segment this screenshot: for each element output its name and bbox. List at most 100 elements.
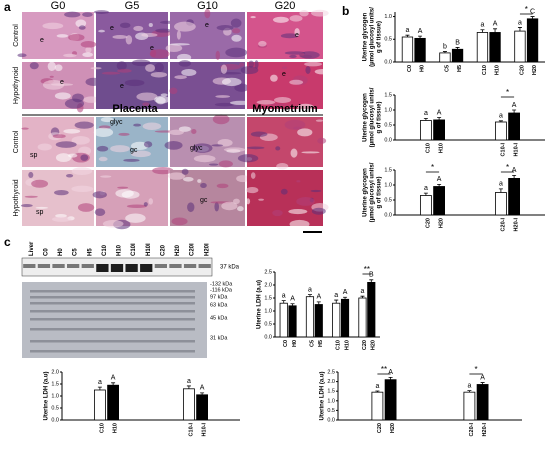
blot-band [67,264,80,268]
tissue-texture [223,147,246,152]
tissue-texture [280,33,299,39]
tissue-texture [299,51,320,59]
error-bar [369,279,374,283]
tissue-texture [98,29,105,33]
group-letter: A [437,109,442,116]
error-bar [437,184,442,187]
x-tick-label: C10 [425,143,431,153]
tissue-texture [221,201,238,211]
tissue-texture [82,12,93,17]
tissue-texture [238,62,245,67]
y-tick-label: 0.5 [327,408,335,414]
tissue-label: glyc [110,119,123,126]
error-bar [455,47,460,50]
tissue-texture [317,137,327,144]
tissue-label: sp [36,209,44,216]
tissue-texture [110,145,130,153]
error-bar [200,392,205,395]
error-bar [316,301,321,305]
bar [508,177,521,216]
y-axis-label: g of tissue) [377,176,383,208]
error-bar [186,385,191,389]
tissue-texture [289,54,297,58]
group-letter: A [437,176,442,183]
tissue-texture [290,148,298,158]
bar [371,391,384,421]
tissue-texture [246,146,265,150]
tissue-texture [314,68,331,75]
y-tick-label: 0.0 [51,417,59,423]
tissue-texture [85,46,92,54]
bar [182,388,195,421]
tissue-texture [115,189,134,198]
tissue-texture [254,60,259,69]
tissue-texture [35,206,49,209]
error-bar [423,118,428,121]
tissue-texture [181,168,189,175]
tissue-label: e [120,83,124,90]
gel-band [30,318,195,321]
y-tick-label: 1.5 [264,295,272,301]
tissue-texture [187,202,195,213]
tissue-texture [119,22,131,29]
x-tick-label: H10 [113,423,119,433]
error-bar [307,294,312,297]
blot-band [37,264,51,268]
tissue-texture [299,10,309,17]
tissue-texture [55,141,77,148]
panel-label: c [4,235,11,249]
bar [94,389,106,421]
tissue-texture [77,203,95,212]
bar [107,384,119,421]
lane-label: H20 [175,244,181,256]
tissue-texture [304,61,322,67]
group-letter: a [480,22,484,29]
y-axis-label: Uterine glycogen [363,12,369,61]
bar [419,195,432,216]
tissue-texture [315,119,324,122]
error-bar [467,390,472,393]
tissue-texture [125,35,133,45]
section-label: Myometrium [252,103,318,115]
tissue-texture [220,64,228,75]
error-bar [530,16,535,19]
x-tick-label: H5 [318,340,324,347]
y-tick-label: 1.5 [384,167,392,173]
tissue-texture [150,71,168,78]
tissue-label: e [295,32,299,39]
ladder-label: 97 kDa [210,294,228,300]
tissue-label: glyc [190,145,203,152]
tissue-texture [71,136,90,145]
x-tick-label: C10-I [500,143,506,157]
tissue-texture [78,25,86,30]
tissue-texture [117,186,129,189]
tissue-texture [125,213,146,223]
gel-band [30,340,195,343]
ladder-label: 63 kDa [210,302,228,308]
tissue-texture [42,22,64,30]
tissue-texture [215,95,231,98]
tissue-texture [80,41,97,48]
y-axis-label: (µmol glucosyl units/ [370,7,376,67]
x-tick-label: C5 [309,340,315,347]
gel-band [30,350,195,353]
tissue-texture [276,163,289,170]
tissue-texture [102,219,124,228]
tissue-texture [165,44,183,53]
bar [439,52,451,63]
lane-label: C20 [160,244,166,256]
tissue-texture [237,154,259,163]
tissue-texture [164,141,183,150]
x-tick-label: H20-I [514,218,520,232]
lane-label: C5 [73,248,79,256]
tissue-texture [294,28,300,37]
y-tick-label: 0.0 [384,59,392,65]
blot-band [169,264,182,268]
tissue-texture [237,206,244,212]
tissue-texture [80,154,89,161]
tissue-texture [240,66,259,75]
group-letter: b [443,43,447,50]
x-tick-label: H20 [439,218,445,228]
group-letter: a [467,382,471,389]
tissue-texture [192,143,213,153]
